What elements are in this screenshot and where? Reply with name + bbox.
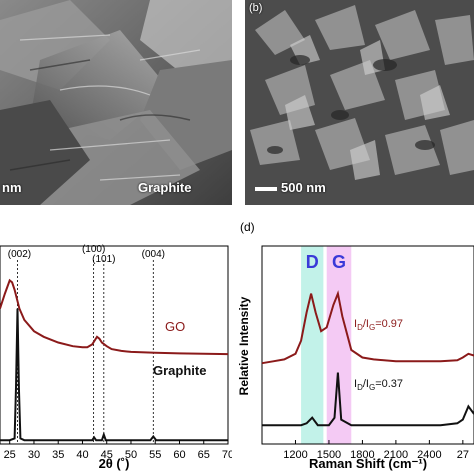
x-tick-label: 35 [52,449,64,461]
x-tick-label: 25 [4,449,16,461]
scale-bar [255,187,277,191]
x-tick-label: 1800 [350,449,374,461]
peak-label: (100) [82,244,105,255]
peak-label: (101) [92,254,115,265]
plot-frame [261,245,474,445]
series-line-graphite [262,372,474,427]
x-axis-label: Raman Shift (cm⁻¹) [309,456,427,471]
scale-bar-label: nm [2,180,22,195]
x-tick-label: 55 [149,449,161,461]
x-tick-label: 40 [76,449,88,461]
ratio-annotation: ID/IG=0.97 [354,318,403,332]
x-axis-label: 2θ (˚) [99,456,130,471]
sem-image-go: (b) 500 nm [245,0,474,205]
band-label-g: G [332,252,346,272]
xrd-plot: (002) (100)(101) (004) 25 30 35 40 45 50 55 60 65 7… [0,244,232,471]
x-tick-label: 30 [28,449,40,461]
series-line-go [261,290,474,365]
series-label-graphite: Graphite [153,363,207,378]
series-label-go: GO [165,319,186,334]
sample-label: Graphite [138,180,192,195]
x-tick-label: 2400 [417,449,441,461]
band-label-d: D [306,252,319,272]
band-highlight-d [301,246,324,444]
x-tick-label: 2100 [384,449,408,461]
ratio-annotation: ID/IG=0.37 [354,378,403,392]
x-tick-label: 45 [101,449,113,461]
series-line-graphite [0,308,228,442]
y-axis-label: Relative Intensity [237,296,251,395]
x-tick-label: 1200 [283,449,307,461]
x-tick-label: 50 [125,449,137,461]
x-tick-label: 27 [457,449,469,461]
xrd-chart: (002) (100) (101) (004) 25 30 35 40 45 50 55 60 65 7… [0,216,232,474]
sem-go-texture [245,0,474,205]
plot-frame [0,245,229,445]
sem-image-graphite: nm Graphite [0,0,232,205]
band-highlight-g [326,246,352,444]
scale-bar-label: 500 nm [281,180,326,195]
x-tick-label: 60 [173,449,185,461]
panel-label-d: (d) [240,220,255,234]
panel-label-b: (b) [249,2,263,14]
x-tick-label: 70 [222,449,232,461]
sem-graphite-texture [0,0,232,205]
series-line-go [0,278,229,356]
x-tick-label: 65 [198,449,210,461]
peak-label: (002) [8,249,31,260]
peak-label: (004) [142,249,165,260]
x-tick-label: 1500 [317,449,341,461]
